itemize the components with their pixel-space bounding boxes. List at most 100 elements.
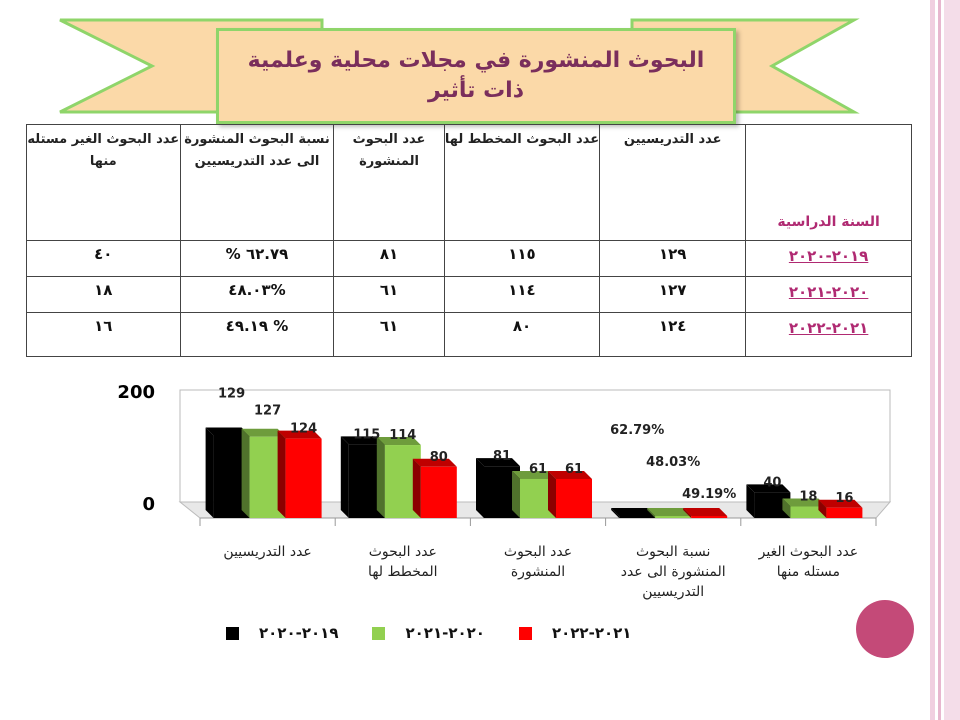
bar-top [205, 427, 250, 436]
bar-data-label: 114 [389, 428, 416, 443]
bar-side [205, 427, 214, 518]
value-cell: ٦١ [333, 312, 445, 357]
year-cell: ٢٠٢٠-٢٠٢١ [745, 276, 912, 313]
bar [826, 507, 863, 518]
decor-stripe [930, 0, 935, 720]
bar [619, 516, 656, 518]
bar-side [340, 436, 349, 518]
bar-data-label: 48.03% [646, 455, 700, 470]
bar-side [277, 430, 286, 518]
bar-top [376, 437, 421, 446]
bar-data-label: 18 [799, 489, 817, 504]
decor-stripe [938, 0, 941, 720]
chart-legend: ٢٠١٩-٢٠٢٠ ٢٠٢٠-٢٠٢١ ٢٠٢١-٢٠٢٢ [226, 624, 665, 642]
bar-top [818, 499, 863, 508]
bar-side [611, 508, 620, 518]
bar [655, 516, 692, 518]
table-row: ٢٠١٩-٢٠٢٠ ١٢٩ ١١٥ ٨١ ٦٢.٧٩ % ٤٠ [26, 240, 912, 277]
bar-data-label: 81 [493, 449, 511, 464]
page-title-box: البحوث المنشورة في مجلات محلية وعلمية ذا… [216, 28, 736, 124]
bar-side [746, 484, 755, 518]
decor-stripe [944, 0, 960, 720]
bar-side [818, 499, 827, 518]
bar-top [611, 508, 656, 516]
value-cell: % ٤٩.١٩ [179, 312, 335, 357]
bar-side [241, 428, 250, 518]
x-category-label: عدد البحوث [504, 544, 572, 560]
bar-side [683, 508, 692, 518]
bar-side [548, 470, 556, 518]
bar-data-label: 49.19% [682, 487, 736, 502]
bar-data-label: 124 [290, 422, 317, 437]
bar-top [241, 428, 286, 437]
table-row: ٢٠٢١-٢٠٢٢ ١٢٤ ٨٠ ٦١ % ٤٩.١٩ ١٦ [26, 312, 912, 357]
x-category-label: نسبة البحوث [636, 544, 710, 560]
bar [285, 438, 322, 518]
header-cell: نسبة البحوث المنشورة الى عدد التدريسيين [179, 124, 335, 241]
value-cell: ٨١ [333, 240, 445, 277]
bar [420, 466, 457, 518]
bar-data-label: 40 [763, 475, 781, 490]
value-cell: ١٢٩ [599, 240, 747, 277]
header-cell: عدد البحوث المنشورة [333, 124, 445, 241]
bar [790, 506, 827, 518]
bar-top [412, 458, 457, 467]
x-category-label: المخطط لها [368, 564, 438, 580]
bar-side [512, 470, 520, 518]
bar-top [746, 484, 791, 493]
bar-data-label: 127 [254, 404, 281, 419]
y-tick-label: 200 [117, 382, 155, 403]
value-cell: %٤٨.٠٣ [179, 276, 335, 313]
bar-top [782, 498, 827, 507]
legend-swatch [372, 626, 386, 640]
x-category-label: عدد التدريسيين [223, 544, 311, 560]
year-header: السنة الدراسية [745, 124, 912, 241]
legend-label: ٢٠٢٠-٢٠٢١ [405, 624, 485, 642]
bar-data-label: 129 [218, 386, 245, 401]
x-category-label: مستله منها [777, 564, 840, 580]
header-cell: عدد التدريسيين [599, 124, 747, 241]
data-table: السنة الدراسية عدد التدريسيين عدد البحوث… [26, 124, 912, 357]
legend-item: ٢٠٢٠-٢٠٢١ [372, 624, 485, 642]
value-cell: ١٦ [26, 312, 181, 357]
bar-data-label: 62.79% [610, 423, 664, 438]
legend-label: ٢٠٢١-٢٠٢٢ [551, 624, 632, 642]
x-category-label: عدد البحوث الغير [758, 544, 859, 560]
bar-data-label: 80 [430, 450, 448, 465]
value-cell: ١٢٤ [599, 312, 747, 357]
y-tick-label: 0 [142, 494, 155, 515]
x-category-label: المنشورة الى عدد [621, 564, 726, 580]
bar-side [412, 458, 421, 518]
bar-side [782, 498, 791, 518]
bar-data-label: 16 [835, 491, 853, 506]
legend-swatch [518, 626, 532, 640]
value-cell: ٨٠ [443, 312, 601, 357]
year-cell: ٢٠٢١-٢٠٢٢ [745, 312, 912, 357]
legend-item: ٢٠١٩-٢٠٢٠ [226, 624, 338, 642]
legend-swatch [226, 626, 239, 640]
header-cell: عدد البحوث الغير مستله منها [26, 124, 181, 241]
bar-top [647, 508, 692, 516]
value-cell: ٦٢.٧٩ % [179, 240, 335, 277]
value-cell: ١١٥ [443, 240, 601, 277]
header-cell: عدد البحوث المخطط لها [443, 124, 601, 241]
table-header-row: السنة الدراسية عدد التدريسيين عدد البحوث… [26, 124, 912, 241]
bar-top [548, 470, 592, 479]
legend-label: ٢٠١٩-٢٠٢٠ [259, 624, 339, 642]
x-category-label: التدريسيين [642, 584, 704, 600]
bar-top [340, 436, 385, 445]
bar-top [683, 508, 728, 516]
bar-side [647, 508, 656, 518]
x-category-label: عدد البحوث [369, 544, 437, 560]
x-category-label: المنشورة [511, 564, 565, 580]
bar-data-label: 61 [565, 462, 583, 477]
decor-circle [856, 600, 914, 658]
bar-data-label: 61 [529, 462, 547, 477]
bar [556, 478, 592, 518]
value-cell: ١٨ [26, 276, 181, 313]
page-title: البحوث المنشورة في مجلات محلية وعلمية ذا… [247, 48, 705, 103]
bar [691, 516, 728, 518]
bar-top [512, 470, 556, 479]
bar-top [277, 430, 322, 439]
